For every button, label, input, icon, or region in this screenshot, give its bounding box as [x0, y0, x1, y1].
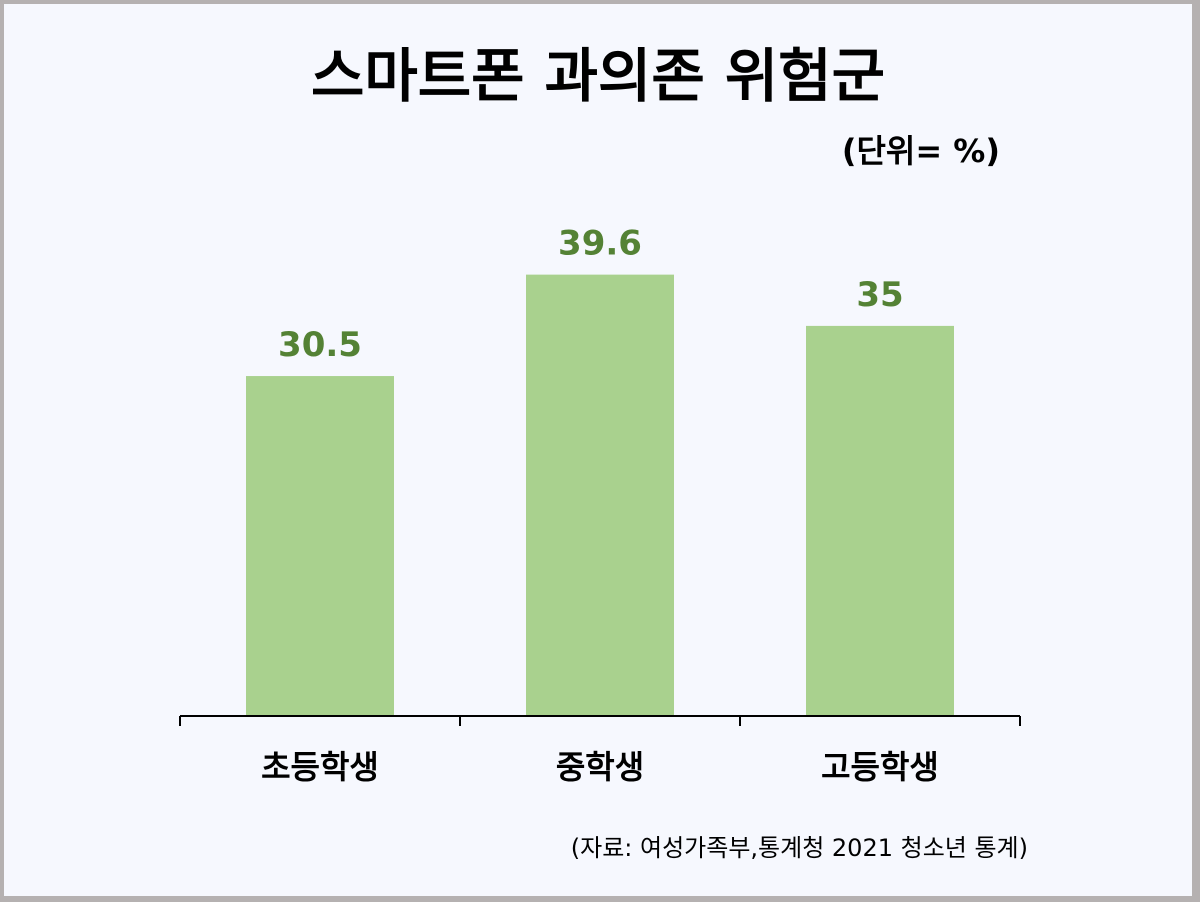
- category-label-1: 초등학생: [261, 748, 379, 786]
- source-note: (자료: 여성가족부,통계청 2021 청소년 통계): [571, 834, 1028, 862]
- x-axis: 초등학생 중학생 고등학생: [179, 715, 1021, 786]
- bar-chart: 스마트폰 과의존 위험군 (단위= %) 30.5 39.6 35 초등학생 중학생 고…: [179, 42, 1028, 862]
- category-label-2: 중학생: [556, 748, 644, 786]
- value-label-2: 39.6: [558, 224, 642, 264]
- bar-2: [526, 274, 674, 716]
- value-label-3: 35: [856, 275, 903, 315]
- unit-label: (단위= %): [842, 132, 1000, 170]
- bar-1: [246, 376, 394, 716]
- value-label-1: 30.5: [278, 325, 362, 365]
- chart-title: 스마트폰 과의존 위험군: [311, 42, 885, 110]
- category-label-3: 고등학생: [821, 748, 939, 786]
- chart-frame: 스마트폰 과의존 위험군 (단위= %) 30.5 39.6 35 초등학생 중학생 고…: [4, 4, 1192, 896]
- bar-3: [806, 325, 954, 716]
- bars-group: 30.5 39.6 35: [246, 224, 954, 716]
